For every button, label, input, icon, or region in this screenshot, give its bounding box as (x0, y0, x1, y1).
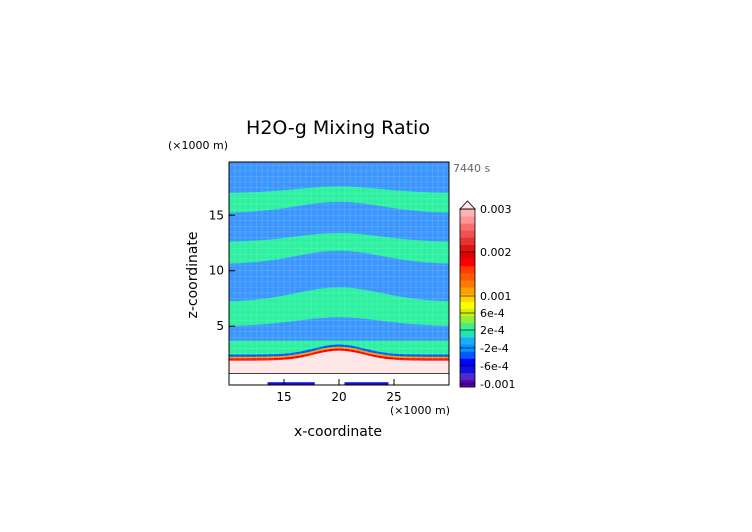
colorbar-segment (460, 287, 475, 295)
colorbar-segment (460, 330, 475, 338)
colorbar-label: -0.001 (480, 378, 515, 391)
colorbar-segment (460, 244, 475, 253)
colorbar-segment (460, 337, 475, 345)
moist-core (229, 350, 449, 374)
x-axis: 15 20 25 (276, 379, 402, 404)
colorbar-label: 2e-4 (480, 324, 505, 337)
colorbar-label: 0.002 (480, 246, 512, 259)
colorbar-segment (460, 209, 475, 217)
colorbar-segment (460, 265, 475, 274)
surface-feature-1 (267, 382, 315, 386)
y-axis: 5 10 15 (209, 208, 235, 333)
x-tick-label: 15 (276, 390, 291, 404)
colorbar-arrow (459, 200, 476, 210)
colorbar-segment (460, 308, 475, 317)
y-unit-label: (×1000 m) (168, 139, 228, 152)
colorbar-segment (460, 258, 475, 267)
colorbar-segment (460, 301, 475, 309)
colorbar-segment (460, 365, 475, 374)
negative-band-4 (229, 162, 449, 193)
colorbar-label: 0.001 (480, 290, 512, 303)
negative-band-3 (229, 201, 449, 242)
colorbar-segment (460, 280, 475, 288)
colorbar-segment (460, 273, 475, 281)
negative-band-2 (229, 250, 449, 302)
colorbar-segment (460, 315, 475, 324)
colorbar-segment (460, 379, 475, 388)
colorbar-segment (460, 230, 475, 238)
x-tick-label: 25 (386, 390, 401, 404)
colorbar-segment (460, 351, 475, 359)
colorbar-label: -6e-4 (480, 360, 509, 373)
time-label: 7440 s (453, 162, 490, 175)
surface-feature-2 (344, 382, 389, 386)
y-tick-label: 5 (216, 319, 224, 333)
colorbar-segment (460, 294, 475, 302)
colorbar-segment (460, 358, 475, 366)
negative-band-1 (229, 317, 449, 341)
y-tick-label: 10 (209, 264, 224, 278)
x-axis-title: x-coordinate (294, 424, 382, 440)
colorbar-segment (460, 372, 475, 381)
colorbar-label: 0.003 (480, 203, 512, 216)
colorbar-label: -2e-4 (480, 342, 509, 355)
colorbar-segment (460, 251, 475, 260)
x-unit-label: (×1000 m) (390, 404, 450, 417)
colorbar-segment (460, 322, 475, 331)
chart-title: H2O-g Mixing Ratio (246, 117, 430, 139)
plot-area (228, 161, 450, 386)
colorbar-segment (460, 216, 475, 224)
colorbar-label: 6e-4 (480, 307, 505, 320)
colorbar-segment (460, 237, 475, 245)
colorbar-segment (460, 223, 475, 231)
x-tick-label: 20 (331, 390, 346, 404)
colorbar: 0.003 0.002 0.001 6e-4 2e-4 -2e-4 -6e-4 -0.001 (459, 200, 515, 391)
y-tick-label: 15 (209, 208, 224, 222)
y-axis-title: z-coordinate (185, 231, 201, 318)
